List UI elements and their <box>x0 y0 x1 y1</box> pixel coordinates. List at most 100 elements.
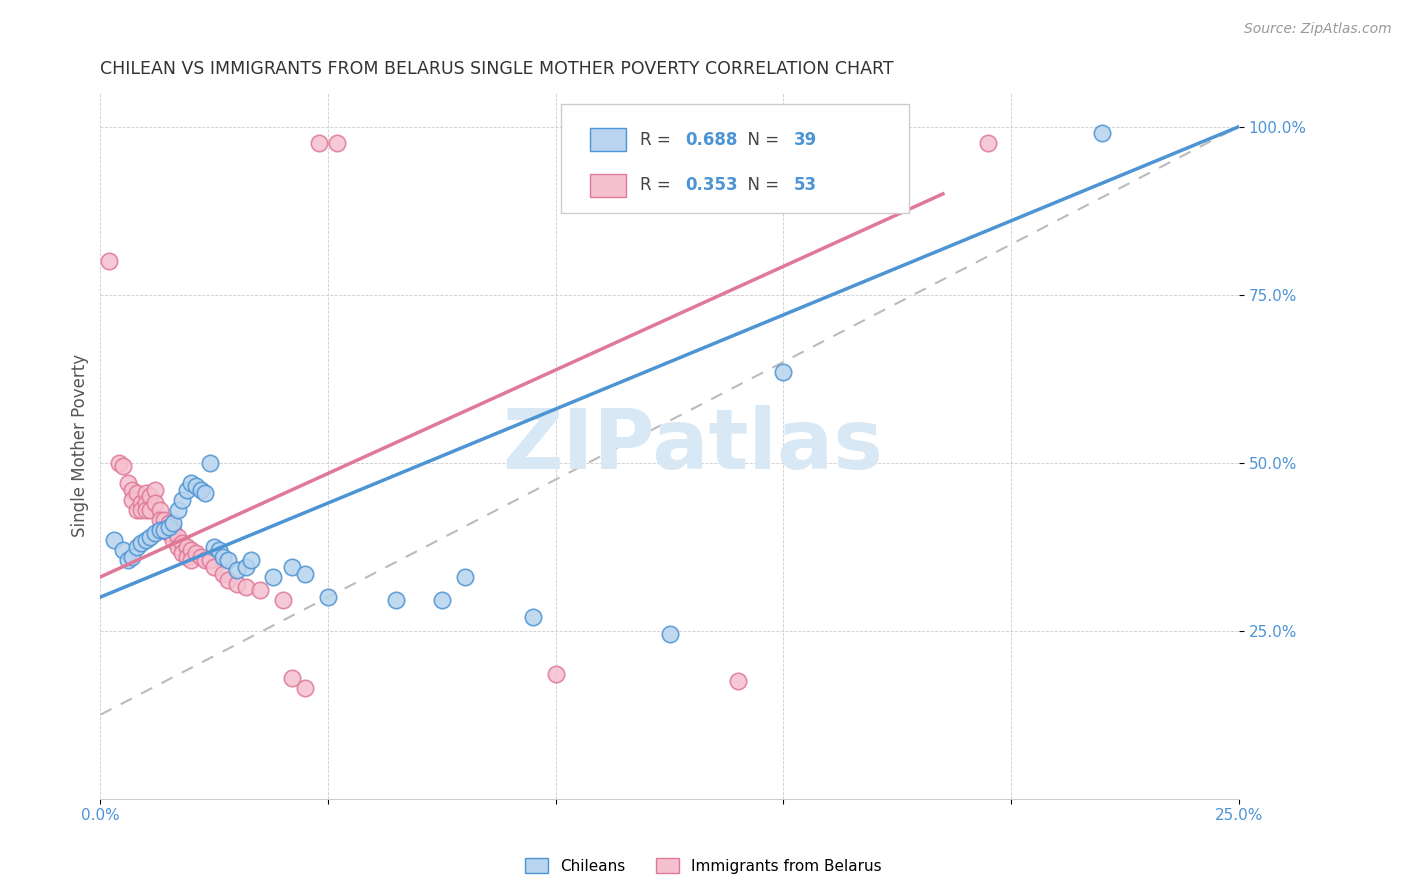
Point <box>212 549 235 564</box>
Point <box>249 583 271 598</box>
Point <box>172 546 194 560</box>
Point <box>121 483 143 497</box>
Point <box>162 516 184 531</box>
Point <box>184 546 207 560</box>
Point <box>131 536 153 550</box>
Point <box>235 560 257 574</box>
Point <box>430 593 453 607</box>
Point <box>271 593 294 607</box>
Point <box>262 570 284 584</box>
Point <box>166 530 188 544</box>
Point <box>202 540 225 554</box>
Point <box>121 549 143 564</box>
Point <box>148 513 170 527</box>
Text: N =: N = <box>737 177 785 194</box>
Point <box>125 502 148 516</box>
Text: 0.688: 0.688 <box>686 130 738 149</box>
Point <box>198 553 221 567</box>
Point <box>117 475 139 490</box>
Point <box>135 486 157 500</box>
Text: Source: ZipAtlas.com: Source: ZipAtlas.com <box>1244 22 1392 37</box>
Point <box>235 580 257 594</box>
Point <box>184 479 207 493</box>
Point <box>180 543 202 558</box>
Point <box>180 553 202 567</box>
Point <box>658 627 681 641</box>
Point <box>217 574 239 588</box>
Text: R =: R = <box>640 177 676 194</box>
Point <box>112 458 135 473</box>
FancyBboxPatch shape <box>591 128 626 151</box>
Point <box>172 536 194 550</box>
Text: ZIPatlas: ZIPatlas <box>502 405 883 486</box>
Point <box>977 136 1000 151</box>
Point <box>316 590 339 604</box>
Text: R =: R = <box>640 130 676 149</box>
Point <box>385 593 408 607</box>
Legend: Chileans, Immigrants from Belarus: Chileans, Immigrants from Belarus <box>519 852 887 880</box>
Point <box>153 523 176 537</box>
Point <box>162 533 184 547</box>
Point <box>135 533 157 547</box>
Point <box>1091 127 1114 141</box>
Point <box>239 553 262 567</box>
Point <box>294 681 316 695</box>
Point <box>166 502 188 516</box>
Point <box>157 516 180 531</box>
Point <box>139 489 162 503</box>
Point <box>131 496 153 510</box>
Point <box>157 526 180 541</box>
Point <box>153 523 176 537</box>
Point <box>226 563 249 577</box>
Point <box>131 502 153 516</box>
Point <box>172 492 194 507</box>
Point <box>454 570 477 584</box>
Point <box>194 486 217 500</box>
Point <box>190 549 212 564</box>
Point <box>98 254 121 268</box>
Point <box>117 553 139 567</box>
Point <box>135 502 157 516</box>
Point <box>112 543 135 558</box>
Text: 0.353: 0.353 <box>686 177 738 194</box>
FancyBboxPatch shape <box>591 174 626 197</box>
Point <box>280 671 302 685</box>
Point <box>326 136 349 151</box>
Point <box>176 540 198 554</box>
Text: CHILEAN VS IMMIGRANTS FROM BELARUS SINGLE MOTHER POVERTY CORRELATION CHART: CHILEAN VS IMMIGRANTS FROM BELARUS SINGL… <box>100 60 894 78</box>
Point <box>280 560 302 574</box>
Point <box>544 667 567 681</box>
Point <box>217 553 239 567</box>
Point <box>143 483 166 497</box>
Point <box>226 576 249 591</box>
Point <box>162 523 184 537</box>
Point <box>308 136 330 151</box>
Point <box>194 553 217 567</box>
Point <box>125 540 148 554</box>
Point <box>202 560 225 574</box>
Point <box>166 540 188 554</box>
Point <box>121 492 143 507</box>
Point <box>212 566 235 581</box>
Point <box>107 456 129 470</box>
Y-axis label: Single Mother Poverty: Single Mother Poverty <box>72 354 89 538</box>
Text: 53: 53 <box>794 177 817 194</box>
Point <box>818 136 841 151</box>
Point <box>176 549 198 564</box>
Point <box>198 456 221 470</box>
Point <box>143 526 166 541</box>
Point <box>522 610 544 624</box>
Point <box>727 674 749 689</box>
Point <box>153 513 176 527</box>
Point <box>125 486 148 500</box>
Point <box>139 502 162 516</box>
Point <box>157 519 180 533</box>
Point <box>139 530 162 544</box>
Point <box>148 523 170 537</box>
Point <box>190 483 212 497</box>
Text: N =: N = <box>737 130 785 149</box>
Point <box>208 543 231 558</box>
Text: 39: 39 <box>794 130 817 149</box>
Point <box>749 136 772 151</box>
Point <box>135 496 157 510</box>
